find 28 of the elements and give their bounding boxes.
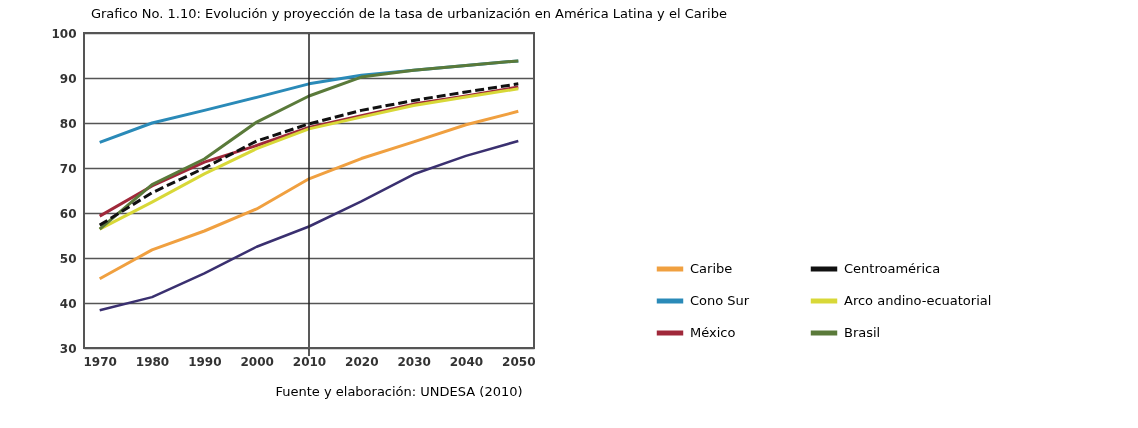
y-tick-label: 100 xyxy=(51,26,77,41)
line-series xyxy=(98,139,520,312)
y-tick-label: 40 xyxy=(59,296,77,311)
line-series xyxy=(98,109,520,281)
legend-label: México xyxy=(690,325,736,340)
y-tick-label: 80 xyxy=(59,116,77,131)
legend-label: Centroamérica xyxy=(844,261,941,276)
y-tick-label: 50 xyxy=(59,251,77,266)
source-note: Fuente y elaboración: UNDESA (2010) xyxy=(275,384,523,399)
x-tick-label: 2030 xyxy=(397,354,431,369)
legend-label: Caribe xyxy=(690,261,733,276)
x-tick-label: 1970 xyxy=(83,354,117,369)
legend-label: Cono Sur xyxy=(690,293,750,308)
y-tick-label: 30 xyxy=(59,341,77,356)
chart-title: Grafico No. 1.10: Evolución y proyección de la tasa de urbanización en América Latina y el Caribe xyxy=(90,6,727,21)
x-tick-label: 2020 xyxy=(345,354,379,369)
legend-label: Arco andino-ecuatorial xyxy=(844,293,992,308)
x-tick-label: 2040 xyxy=(449,354,484,369)
x-tick-label: 2000 xyxy=(240,354,274,369)
y-tick-label: 90 xyxy=(59,71,77,86)
x-tick-label: 2050 xyxy=(502,354,536,369)
x-tick-label: 1990 xyxy=(188,354,222,369)
line-series xyxy=(98,59,520,231)
x-tick-label: 2010 xyxy=(292,354,327,369)
x-tick-label: 1980 xyxy=(135,354,170,369)
y-tick-label: 60 xyxy=(59,206,77,221)
y-tick-label: 70 xyxy=(59,161,77,176)
legend-label: Brasil xyxy=(844,325,881,340)
